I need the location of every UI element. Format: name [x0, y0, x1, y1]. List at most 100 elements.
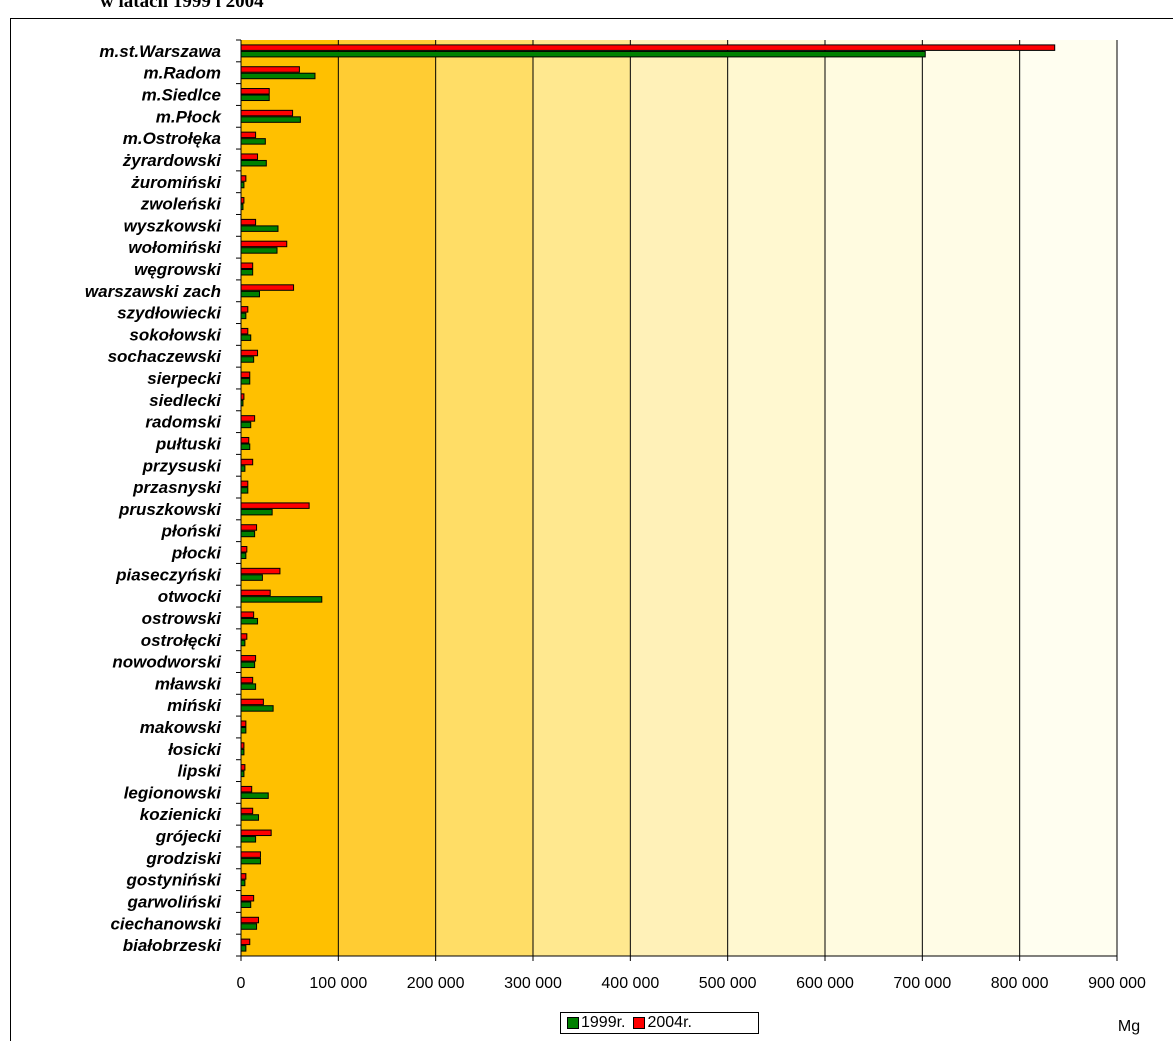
bar-1999-żyrardowski [240, 159, 267, 167]
bar-2004-ostrołęcki [240, 633, 248, 640]
bar-2004-przasnyski [240, 480, 249, 488]
bar-1999-garwoliński [240, 901, 252, 908]
bar-2004-ciechanowski [240, 916, 260, 924]
category-label: ostrowski [142, 609, 223, 628]
background-band [727, 40, 825, 956]
x-tick-label: 0 [237, 975, 246, 992]
bar-2004-radomski [240, 415, 256, 422]
category-label: szydłowiecki [117, 304, 222, 323]
background-band [825, 40, 923, 956]
bar-1999-ostrołęcki [240, 639, 246, 647]
bar-1999-szydłowiecki [240, 312, 247, 320]
bar-1999-warszawski-zach [240, 290, 260, 298]
category-label: piaseczyński [115, 565, 222, 584]
category-label: przasnyski [132, 478, 222, 497]
background-band [435, 40, 533, 956]
x-tick-label: 600 000 [796, 975, 854, 992]
bar-2004-garwoliński [240, 894, 255, 902]
bar-1999-otwocki [240, 596, 323, 603]
bar-1999-białobrzeski [240, 945, 247, 952]
legend-label-2004: 2004r. [647, 1014, 692, 1031]
bar-2004-sochaczewski [240, 349, 259, 357]
category-label: płoński [160, 522, 222, 541]
category-label: sokołowski [129, 325, 222, 344]
bar-1999-sierpecki [240, 378, 251, 385]
bar-2004-m-st-warszawa [240, 44, 1056, 51]
x-tick-label: 700 000 [893, 975, 951, 992]
bar-2004-m-radom [240, 66, 300, 73]
bar-2004-m-płock [240, 109, 294, 117]
category-label: zwoleński [140, 195, 223, 214]
category-label: sierpecki [147, 369, 222, 388]
bar-1999-kozienicki [240, 814, 260, 821]
bar-1999-grodziski [240, 857, 261, 865]
bar-1999-nowodworski [240, 661, 256, 669]
bar-1999-węgrowski [240, 269, 254, 276]
category-label: wołomiński [128, 238, 222, 257]
bar-2004-lipski [240, 764, 246, 771]
category-label: lipski [178, 762, 223, 781]
category-label: łosicki [168, 740, 222, 759]
background-band [922, 40, 1020, 956]
category-label: siedlecki [149, 391, 222, 410]
bar-2004-wyszkowski [240, 218, 257, 226]
bar-2004-makowski [240, 720, 247, 727]
bar-2004-szydłowiecki [240, 306, 249, 313]
bar-1999-gostyniński [240, 879, 246, 887]
category-label: m.Radom [144, 64, 221, 83]
bar-2004-płoński [240, 524, 258, 531]
category-label: grójecki [155, 827, 222, 846]
category-label: ostrołęcki [141, 631, 223, 650]
bar-1999-przasnyski [240, 487, 249, 494]
category-label: żuromiński [130, 173, 222, 192]
bar-1999-wyszkowski [240, 225, 279, 232]
bar-1999-sochaczewski [240, 356, 255, 363]
category-label: ciechanowski [110, 914, 222, 933]
bar-1999-legionowski [240, 792, 269, 799]
category-label: węgrowski [134, 260, 222, 279]
background-band [533, 40, 631, 956]
category-label: legionowski [124, 783, 223, 802]
x-tick-label: 300 000 [504, 975, 562, 992]
bar-2004-węgrowski [240, 262, 254, 269]
legend-item-1999: 1999r. [567, 1014, 625, 1032]
category-label: garwoliński [126, 892, 222, 911]
category-label: m.Ostrołęka [123, 129, 221, 148]
legend-item-2004: 2004r. [633, 1014, 692, 1032]
bar-1999-m-ostrołęka [240, 138, 266, 145]
category-label: wyszkowski [124, 216, 223, 235]
category-label: przysuski [142, 456, 223, 475]
bar-2004-sokołowski [240, 327, 249, 335]
bar-2004-gostyniński [240, 873, 247, 880]
bar-1999-m-siedlce [240, 94, 270, 102]
bar-2004-grodziski [240, 851, 261, 858]
bar-2004-pruszkowski [240, 502, 310, 509]
bar-2004-m-siedlce [240, 88, 270, 95]
background-band [630, 40, 728, 956]
category-label: żyrardowski [122, 151, 223, 170]
bar-1999-ostrowski [240, 617, 259, 625]
category-label: miński [167, 696, 222, 715]
bar-1999-płoński [240, 530, 256, 538]
category-label: radomski [145, 413, 222, 432]
category-label: kozienicki [140, 805, 223, 824]
background-band [241, 40, 339, 956]
legend-swatch-2004 [633, 1017, 646, 1029]
bar-1999-miński [240, 705, 274, 712]
category-label: m.Płock [156, 107, 223, 126]
category-label: pułtuski [155, 434, 222, 453]
bar-1999-sokołowski [240, 334, 252, 341]
bar-2004-mławski [240, 676, 254, 684]
category-label: białobrzeski [123, 936, 223, 955]
category-label: sochaczewski [108, 347, 223, 366]
bar-1999-grójecki [240, 836, 257, 843]
x-tick-label: 900 000 [1088, 975, 1146, 992]
bar-2004-warszawski-zach [240, 284, 295, 291]
category-label: m.st.Warszawa [99, 42, 221, 61]
bar-1999-przysuski [240, 465, 246, 472]
bar-2004-sierpecki [240, 371, 251, 379]
bar-2004-żyrardowski [240, 153, 259, 160]
bar-1999-radomski [240, 421, 252, 429]
category-label: nowodworski [112, 653, 222, 672]
